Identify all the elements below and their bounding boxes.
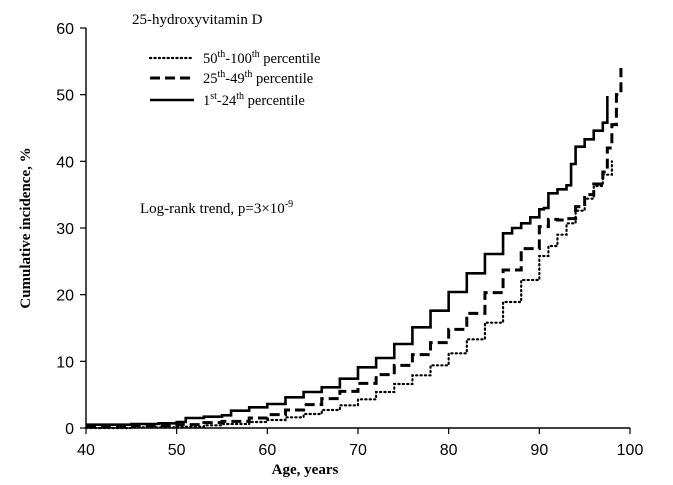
y-tick-label: 60 — [56, 21, 74, 38]
legend-superscript: th — [252, 49, 260, 60]
x-axis-ticks: 40 50 60 70 80 90 100 — [77, 428, 643, 459]
legend-label: 1st-24th percentile — [203, 91, 305, 109]
y-axis-ticks: 0 10 20 30 40 50 60 — [56, 21, 86, 438]
x-tick-label: 100 — [617, 442, 644, 459]
y-tick-label: 0 — [65, 421, 74, 438]
legend-text-part: 25 — [203, 71, 218, 87]
legend-label: 25th-49th percentile — [203, 69, 313, 87]
log-rank-annotation: Log-rank trend, p=3×10-9 — [140, 199, 293, 217]
y-axis-label: Cumulative incidence, % — [18, 147, 34, 308]
x-tick-label: 50 — [168, 442, 186, 459]
x-tick-label: 70 — [349, 442, 367, 459]
x-axis-label: Age, years — [272, 462, 339, 478]
log-rank-text: Log-rank trend, p=3×10 — [140, 201, 285, 217]
legend-text-part: 50 — [203, 51, 218, 67]
legend-text-part: percentile — [244, 93, 305, 109]
x-tick-label: 60 — [258, 442, 276, 459]
chart-title: 25-hydroxyvitamin D — [132, 12, 263, 28]
series-line-dashed — [86, 68, 623, 428]
legend-text-part: percentile — [252, 71, 313, 87]
legend-superscript: th — [236, 91, 244, 102]
x-tick-label: 40 — [77, 442, 95, 459]
log-rank-exponent: -9 — [285, 199, 293, 210]
y-tick-label: 20 — [56, 288, 74, 305]
legend-text-part: -100 — [225, 51, 252, 67]
y-tick-label: 50 — [56, 88, 74, 105]
legend-label: 50th-100th percentile — [203, 49, 320, 67]
series-group — [84, 68, 623, 430]
legend-superscript: th — [218, 69, 226, 80]
legend-text-part: -49 — [225, 71, 244, 87]
x-tick-label: 90 — [530, 442, 548, 459]
x-tick-label: 80 — [440, 442, 458, 459]
legend-superscript: th — [245, 69, 253, 80]
legend-superscript: st — [210, 91, 217, 102]
y-tick-label: 30 — [56, 221, 74, 238]
legend-superscript: th — [218, 49, 226, 60]
legend-text-part: 1 — [203, 93, 210, 109]
legend-text-part: percentile — [260, 51, 321, 67]
y-tick-label: 40 — [56, 154, 74, 171]
y-tick-label: 10 — [56, 354, 74, 371]
series-line-solid — [86, 96, 609, 426]
legend-text-part: -24 — [217, 93, 237, 109]
